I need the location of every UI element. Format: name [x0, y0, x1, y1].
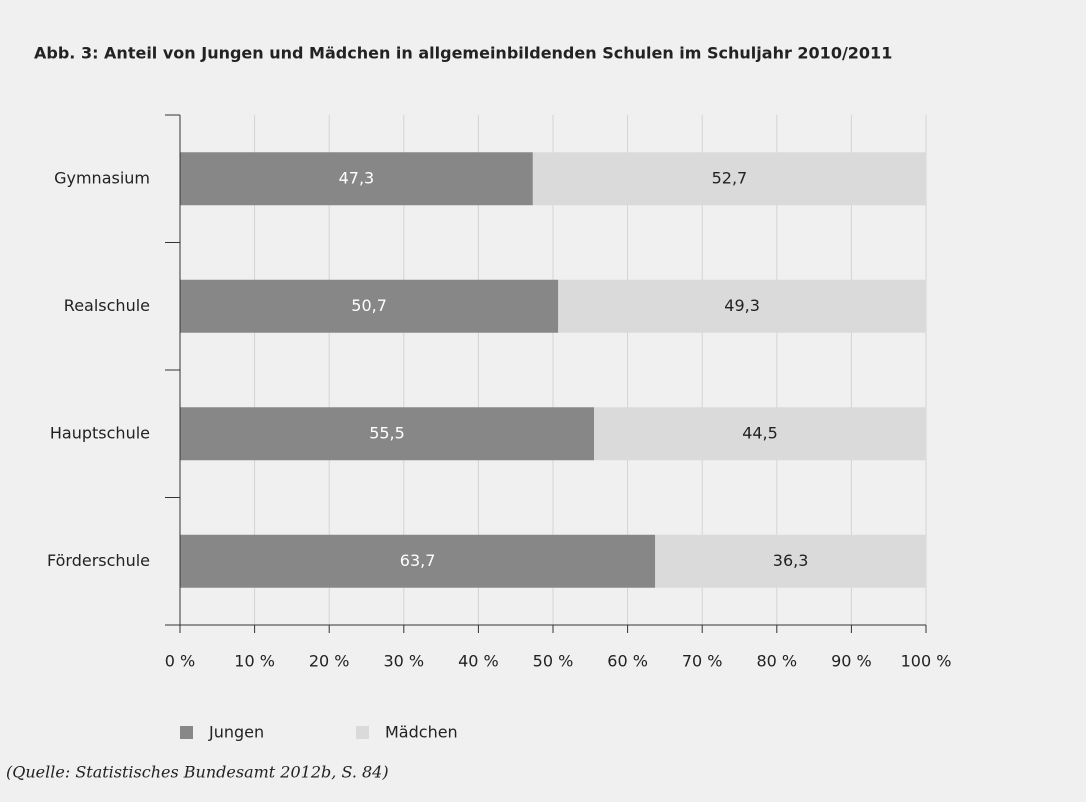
x-tick-label: 20 %: [309, 652, 350, 671]
x-tick-label: 50 %: [533, 652, 574, 671]
bar-segment: [180, 407, 595, 461]
value-label: 63,7: [400, 551, 436, 570]
bar-segment: [180, 279, 559, 333]
x-tick-label: 90 %: [831, 652, 872, 671]
x-tick-label: 0 %: [165, 652, 195, 671]
legend-swatch: [356, 726, 369, 739]
value-label: 47,3: [339, 168, 375, 187]
chart-title: Abb. 3: Anteil von Jungen und Mädchen in…: [34, 44, 892, 63]
value-label: 44,5: [742, 423, 778, 442]
y-tick-label: Förderschule: [47, 551, 150, 570]
y-tick-label: Gymnasium: [54, 168, 150, 187]
x-tick-label: 60 %: [607, 652, 648, 671]
x-tick-label: 40 %: [458, 652, 499, 671]
bar-segment: [532, 152, 926, 206]
x-tick-label: 80 %: [756, 652, 797, 671]
value-label: 50,7: [351, 296, 387, 315]
legend-swatch: [180, 726, 193, 739]
bar-segment: [655, 534, 926, 588]
y-tick-label: Hauptschule: [50, 423, 150, 442]
source-note: (Quelle: Statistisches Bundesamt 2012b, …: [6, 763, 389, 782]
x-tick-label: 70 %: [682, 652, 723, 671]
x-tick-label: 10 %: [234, 652, 275, 671]
value-label: 36,3: [773, 551, 809, 570]
bar-segment: [594, 407, 926, 461]
value-label: 52,7: [712, 168, 748, 187]
x-tick-label: 100 %: [901, 652, 952, 671]
x-tick-label: 30 %: [383, 652, 424, 671]
bar-segment: [180, 152, 533, 206]
legend-label: Mädchen: [385, 723, 458, 742]
value-label: 55,5: [369, 423, 405, 442]
bar-segment: [180, 534, 656, 588]
bar-segment: [558, 279, 926, 333]
value-label: 49,3: [724, 296, 760, 315]
legend-label: Jungen: [208, 723, 264, 742]
y-tick-label: Realschule: [64, 296, 150, 315]
